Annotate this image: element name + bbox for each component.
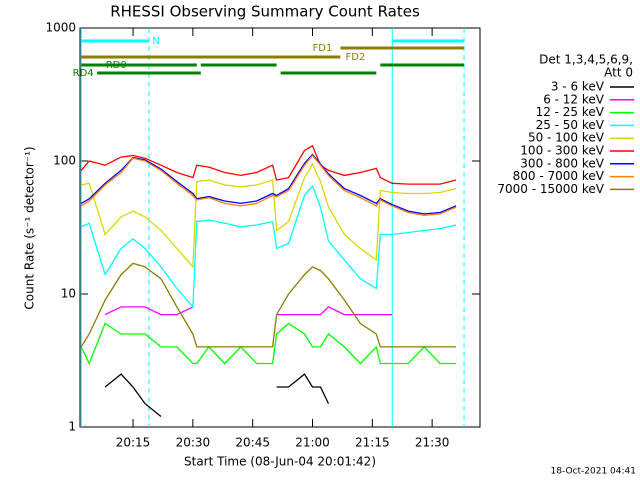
series-line xyxy=(104,306,194,316)
legend-title: Det 1,3,4,5,6,9, xyxy=(539,53,633,67)
legend-label: 300 - 800 keV xyxy=(520,156,604,170)
legend-label: 6 - 12 keV xyxy=(543,92,605,106)
legend-label: 12 - 25 keV xyxy=(536,105,605,119)
flag-label: FD1 xyxy=(313,43,333,54)
series-line xyxy=(80,184,457,309)
series-line xyxy=(81,162,457,269)
y-axis-label: Count Rate (s⁻¹ detector⁻¹) xyxy=(23,146,37,309)
legend-title: Att 0 xyxy=(604,66,633,80)
flag-label: N xyxy=(152,36,159,47)
y-tick-label: 100 xyxy=(53,154,76,168)
series-line xyxy=(80,322,457,366)
x-tick-label: 21:15 xyxy=(355,436,390,450)
flag-label: FD2 xyxy=(346,52,366,63)
plot-frame xyxy=(79,27,481,428)
x-tick-label: 20:45 xyxy=(235,436,270,450)
series-line xyxy=(276,373,330,404)
legend-label: 25 - 50 keV xyxy=(536,118,605,132)
legend-label: 7000 - 15000 keV xyxy=(497,182,604,196)
x-tick-label: 20:30 xyxy=(176,436,211,450)
flag-label: RD4 xyxy=(73,68,94,79)
legend-label: 800 - 7000 keV xyxy=(513,169,605,183)
x-tick-label: 21:00 xyxy=(295,436,330,450)
x-tick-label: 20:15 xyxy=(116,436,151,450)
y-tick-label: 1000 xyxy=(45,21,76,35)
series-line xyxy=(276,306,393,316)
x-axis-label: Start Time (08-Jun-04 20:01:42) xyxy=(184,455,376,469)
flag-label: RD0 xyxy=(106,60,127,71)
legend-label: 50 - 100 keV xyxy=(528,131,605,145)
series-line xyxy=(104,373,162,418)
y-tick-label: 1 xyxy=(68,420,76,434)
chart-title: RHESSI Observing Summary Count Rates xyxy=(110,3,420,21)
series-line xyxy=(80,144,457,185)
legend-label: 3 - 6 keV xyxy=(551,80,605,94)
y-tick-label: 10 xyxy=(61,287,76,301)
series-line xyxy=(80,153,457,215)
timestamp: 18-Oct-2021 04:41 xyxy=(551,467,636,477)
series-line xyxy=(80,262,457,348)
series-line xyxy=(80,154,457,217)
x-tick-label: 21:30 xyxy=(415,436,450,450)
legend-label: 100 - 300 keV xyxy=(520,144,604,158)
